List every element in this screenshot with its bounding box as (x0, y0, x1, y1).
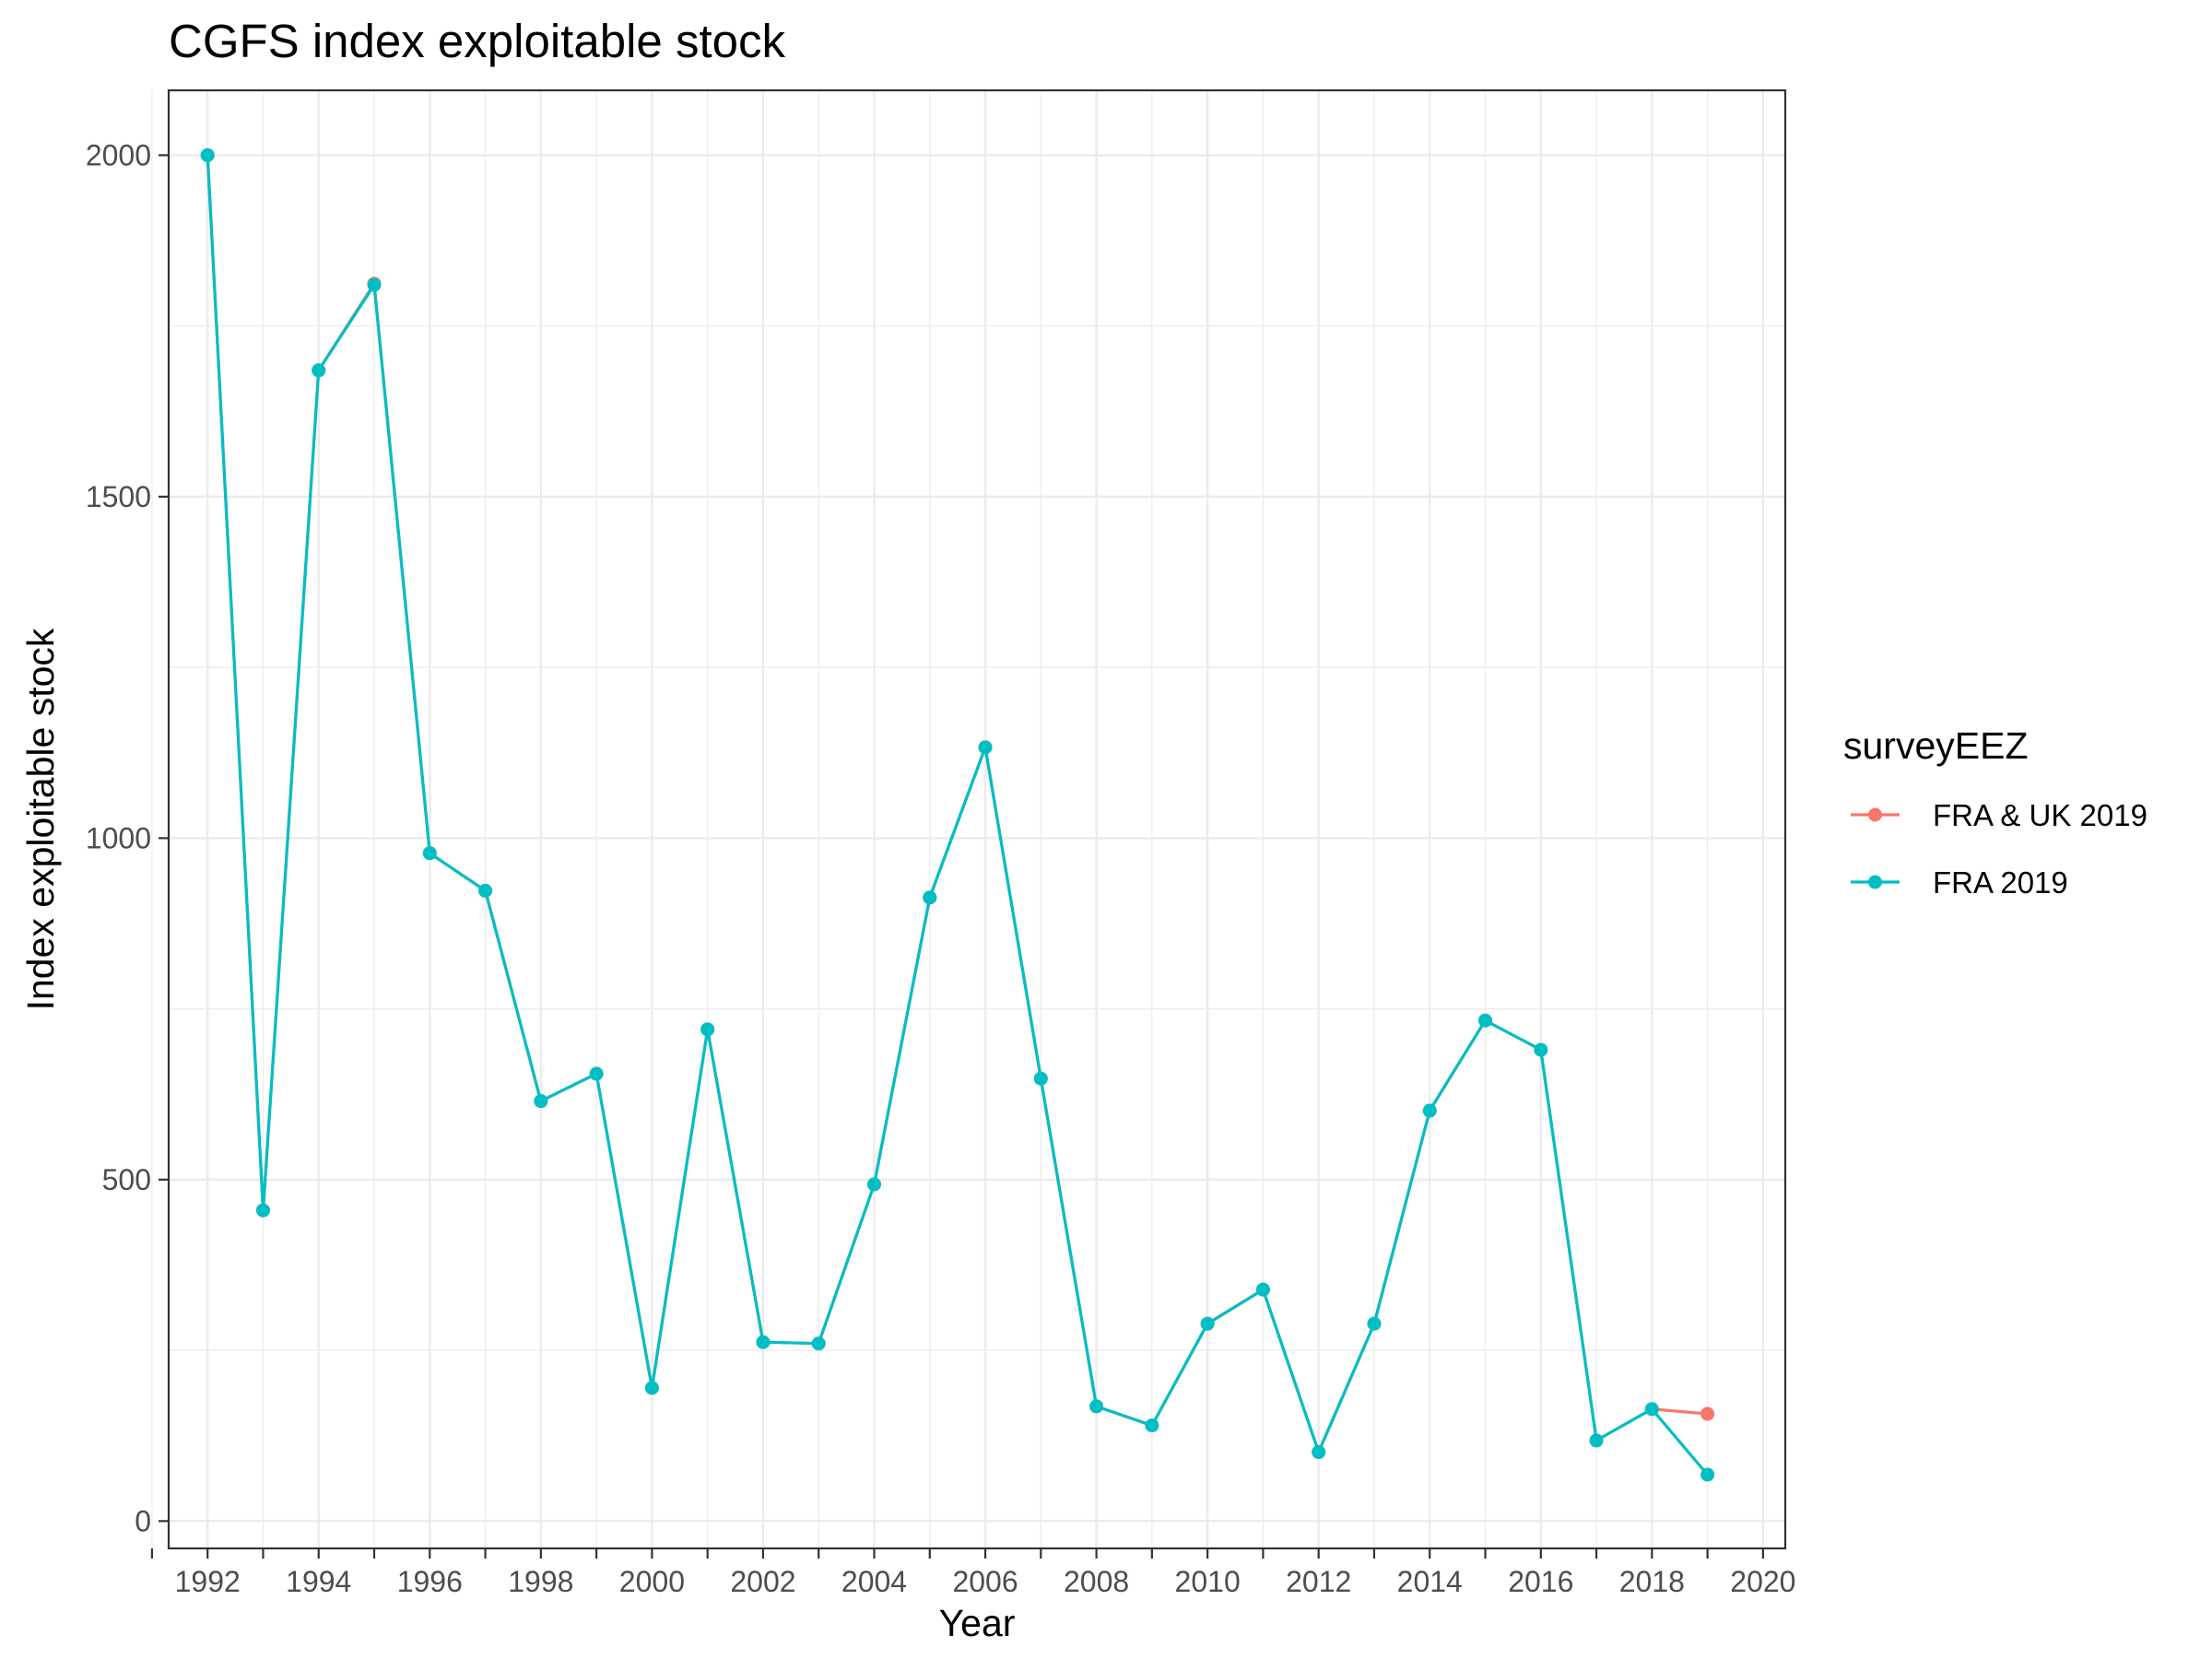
data-point (312, 363, 326, 378)
data-point (1700, 1467, 1715, 1482)
data-point (923, 890, 937, 905)
legend-key-point (1868, 807, 1882, 822)
y-axis-title: Index exploitable stock (19, 628, 62, 1010)
data-point (534, 1094, 548, 1109)
x-tick-label: 2004 (841, 1565, 907, 1598)
data-point (1700, 1406, 1715, 1421)
data-point (1145, 1418, 1159, 1433)
x-tick-label: 2018 (1619, 1565, 1685, 1598)
data-point (1644, 1402, 1659, 1417)
x-tick-label: 1998 (508, 1565, 573, 1598)
series-line (206, 155, 1709, 1477)
x-tick-label: 2010 (1175, 1565, 1241, 1598)
data-point (367, 277, 382, 292)
data-point (422, 846, 437, 861)
x-tick-label: 2016 (1508, 1565, 1573, 1598)
data-point (589, 1066, 604, 1081)
legend: surveyEEZ FRA & UK 2019 FRA 2019 (1843, 724, 2147, 900)
plot-panel (169, 90, 1785, 1548)
x-tick-label: 1992 (175, 1565, 241, 1598)
x-tick-label: 2020 (1730, 1565, 1795, 1598)
x-tick-label: 2012 (1286, 1565, 1351, 1598)
data-point (866, 1177, 881, 1192)
x-tick-label: 2002 (730, 1565, 795, 1598)
x-tick-label: 2014 (1397, 1565, 1463, 1598)
data-point (1033, 1071, 1048, 1086)
data-point (1589, 1433, 1604, 1448)
data-point (1534, 1042, 1548, 1057)
x-tick-label: 2006 (952, 1565, 1018, 1598)
legend-label: FRA & UK 2019 (1933, 798, 2147, 832)
legend-item: FRA & UK 2019 (1851, 798, 2147, 832)
major-gridlines (169, 90, 1785, 1548)
legend-key-point (1868, 875, 1882, 889)
data-point (1478, 1013, 1493, 1028)
y-tick-label: 1000 (86, 821, 151, 854)
data-point (1200, 1316, 1215, 1331)
chart-title: CGFS index exploitable stock (169, 15, 785, 67)
data-point (1312, 1445, 1326, 1460)
data-point (1089, 1399, 1104, 1414)
x-axis: 1992 1994 1996 1998 2000 2002 2004 2006 2008 2010… (150, 1548, 1795, 1598)
data-point (978, 740, 993, 755)
data-point (200, 147, 215, 162)
y-tick-label: 500 (102, 1163, 151, 1196)
x-tick-label: 1994 (286, 1565, 351, 1598)
series-2 (200, 147, 1715, 1482)
data-point (1422, 1103, 1437, 1118)
y-tick-label: 2000 (86, 138, 151, 171)
series-layer (200, 147, 1715, 1482)
y-tick-label: 1500 (86, 480, 151, 513)
minor-gridlines (151, 90, 1785, 1548)
data-point (811, 1336, 826, 1351)
legend-title: surveyEEZ (1843, 724, 2029, 767)
data-point (700, 1022, 715, 1037)
x-tick-label: 2000 (619, 1565, 685, 1598)
data-point (644, 1381, 659, 1395)
x-tick-label: 1996 (397, 1565, 463, 1598)
data-point (756, 1335, 771, 1349)
x-tick-label: 2008 (1064, 1565, 1129, 1598)
legend-label: FRA 2019 (1933, 865, 2068, 900)
data-point (478, 883, 493, 898)
data-point (255, 1203, 270, 1218)
plot-border (167, 88, 1787, 1550)
legend-items: FRA & UK 2019 FRA 2019 (1851, 798, 2147, 900)
x-axis-title: Year (939, 1602, 1016, 1644)
data-point (1367, 1316, 1382, 1331)
data-point (1255, 1282, 1270, 1297)
y-tick-label: 0 (135, 1504, 151, 1537)
y-axis: 0 500 1000 1500 2000 (86, 138, 169, 1537)
legend-item: FRA 2019 (1851, 865, 2068, 900)
